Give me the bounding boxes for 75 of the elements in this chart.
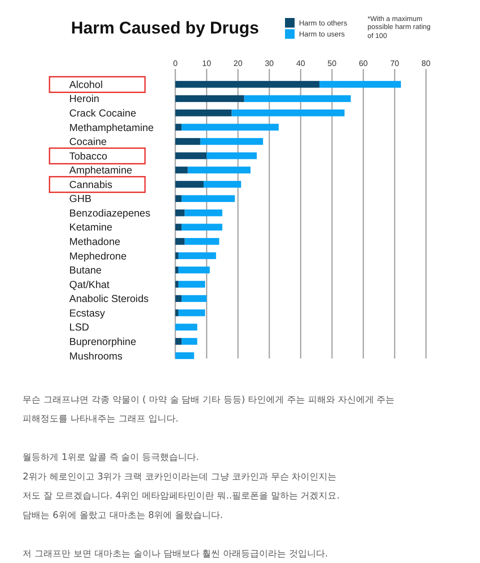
y-tick-label: Alcohol	[69, 80, 103, 91]
bar	[175, 295, 182, 302]
x-tick-label: 0	[173, 59, 178, 68]
x-tick-label: 10	[202, 59, 212, 68]
y-tick-label: Methadone	[69, 237, 121, 248]
y-tick-label: Buprenorphine	[69, 336, 136, 348]
bar	[175, 195, 182, 202]
bar	[175, 180, 204, 188]
text: 2위가 헤로인이고 3위가 크랙 코카인이라는데 그냥 코카인과 무슨 차이인지는	[22, 471, 337, 482]
x-tick-label: 70	[390, 59, 400, 68]
y-tick-label: Mushrooms	[69, 351, 123, 362]
bar	[178, 266, 210, 274]
y-tick-label: LSD	[69, 322, 90, 334]
x-tick-label: 50	[328, 59, 337, 68]
bar	[244, 95, 351, 102]
bar	[175, 280, 178, 288]
bar	[182, 124, 279, 131]
bar	[319, 80, 401, 88]
bar	[175, 324, 198, 330]
bar	[175, 110, 232, 116]
y-tick-label: Amphetamine	[69, 166, 132, 177]
text: 저도 잘 모르겠습니다. 4위인 메타암페타민이란 뭐..필로폰을 말하는 거겠지요.	[22, 490, 340, 502]
y-tick-label: Qat/Khat	[69, 280, 110, 291]
bar	[175, 238, 185, 245]
bar	[178, 252, 216, 260]
text: 저 그래프만 보면 대마초는 술이나 담배보다 훨씬 아래등급이라는 것입니다.	[22, 548, 328, 560]
bar	[175, 338, 182, 345]
y-tick-label: Butane	[69, 266, 102, 277]
bar	[175, 80, 320, 88]
chart-title: Harm Caused by Drugs	[71, 18, 259, 38]
bar	[175, 224, 182, 231]
x-tick-label: 30	[264, 59, 274, 68]
text: 월등하게 1위로 알콜 즉 술이 등극했습니다.	[22, 452, 200, 464]
bar	[204, 180, 242, 188]
bar	[182, 224, 222, 231]
y-tick-label: Ketamine	[69, 222, 113, 234]
bar	[184, 238, 220, 245]
x-tick-label: 80	[422, 59, 431, 68]
bar	[175, 152, 207, 160]
y-tick-label: Benzodiazepenes	[69, 208, 150, 220]
y-tick-label: Methamphetamine	[69, 122, 154, 134]
bar	[175, 95, 244, 102]
y-tick-label: GHB	[69, 194, 92, 206]
bar	[175, 252, 178, 260]
bar	[175, 209, 185, 216]
text: 무슨 그래프냐면 각종 약물이 ( 마약 술 담배 기타 등등) 타인에게 주는 피해와 자신에게 주는	[22, 394, 395, 406]
bar	[178, 280, 206, 288]
bar	[175, 124, 182, 131]
text: 담배는 6위에 올랐고 대마초는 8위에 올랐습니다.	[22, 510, 223, 521]
bar	[178, 309, 206, 316]
y-tick-label: Cannabis	[69, 180, 112, 191]
bar	[175, 352, 194, 360]
bar	[175, 166, 188, 174]
text: 피해정도를 나타내주는 그래프 입니다.	[22, 414, 178, 425]
x-tick-label: 60	[358, 59, 368, 68]
bar	[182, 295, 207, 302]
bar	[175, 309, 178, 316]
bar	[182, 338, 198, 345]
bar	[184, 209, 222, 216]
y-tick-label: Anabolic Steroids	[69, 294, 149, 306]
bar	[182, 195, 235, 202]
bar	[232, 110, 345, 116]
bar	[175, 138, 200, 145]
y-tick-label: Tobacco	[69, 151, 108, 162]
y-tick-label: Heroin	[69, 94, 100, 106]
x-tick-label: 20	[234, 59, 243, 68]
y-tick-label: Ecstasy	[69, 308, 106, 320]
bar	[206, 152, 257, 160]
bar	[200, 138, 264, 145]
x-tick-label: 40	[296, 59, 306, 68]
y-tick-label: Cocaine	[69, 137, 108, 148]
y-tick-label: Crack Cocaine	[69, 108, 136, 120]
bar	[175, 266, 178, 274]
bar	[188, 166, 251, 174]
y-tick-label: Mephedrone	[69, 251, 127, 262]
